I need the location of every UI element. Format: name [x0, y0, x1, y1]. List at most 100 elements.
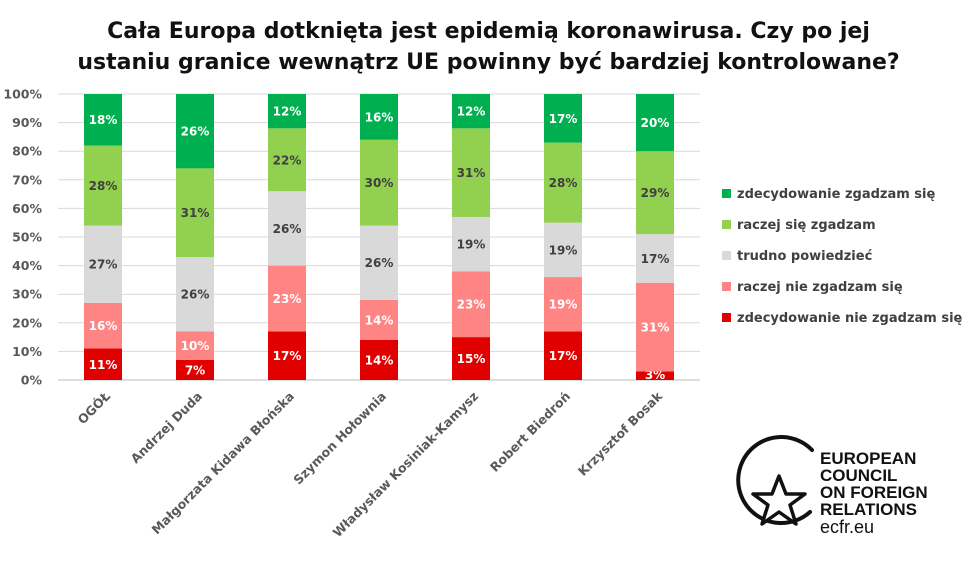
bar-segment: [268, 128, 306, 192]
bar-stack: 7% 10% 26% 31% 26%: [176, 94, 214, 380]
data-label: 12%: [457, 105, 486, 119]
bar-segment: [268, 331, 306, 380]
data-label: 14%: [365, 313, 394, 327]
data-label: 14%: [365, 353, 394, 367]
y-tick-label: 80%: [12, 144, 42, 159]
legend-label: zdecydowanie zgadzam się: [737, 187, 935, 202]
bar-segment: [544, 94, 582, 143]
bar-segment: [84, 225, 122, 303]
x-tick-label: Małgorzata Kidawa Błońska: [148, 389, 297, 538]
legend: zdecydowanie zgadzam się raczej się zgadz…: [722, 187, 963, 326]
data-label: 7%: [185, 363, 205, 377]
data-label: 17%: [273, 349, 302, 363]
y-tick-label: 100%: [3, 87, 42, 102]
bar-stack: 17% 23% 26% 22% 12%: [268, 94, 306, 380]
y-tick-label: 10%: [12, 344, 42, 359]
x-tick-label: OGÓŁ: [75, 389, 114, 428]
bar-segment: [176, 168, 214, 258]
bar-segment: [452, 94, 490, 129]
bar-segment: [84, 94, 122, 146]
data-label: 22%: [273, 153, 302, 167]
bar-segment: [268, 191, 306, 266]
chart-title-line-2: ustaniu granice wewnątrz UE powinny być …: [77, 50, 900, 75]
bar-segment: [360, 139, 398, 226]
legend-swatch: [722, 220, 731, 229]
data-label: 15%: [457, 352, 486, 366]
data-label: 12%: [273, 105, 302, 119]
data-label: 17%: [549, 349, 578, 363]
bar-segment: [452, 216, 490, 272]
data-label: 28%: [549, 176, 578, 190]
bar-segment: [636, 234, 674, 283]
x-tick-label: Szymon Hołownia: [290, 389, 389, 488]
bar-stack: 17% 19% 19% 28% 17%: [544, 94, 582, 380]
bars: 11% 16% 27% 28% 18% 7% 10% 26% 31% 26% 17% 23% 26% 22…: [84, 94, 674, 382]
bar-segment: [268, 265, 306, 332]
legend-item: zdecydowanie nie zgadzam się: [722, 311, 963, 326]
x-tick-label: Andrzej Duda: [128, 389, 206, 467]
y-tick-label: 0%: [21, 373, 43, 388]
bar-stack: 3% 31% 17% 29% 20%: [636, 94, 674, 382]
bar-stack: 11% 16% 27% 28% 18%: [84, 94, 122, 380]
bar-segment: [544, 222, 582, 278]
bar-segment: [636, 371, 674, 380]
bar-segment: [452, 271, 490, 338]
data-label: 23%: [457, 298, 486, 312]
bar-segment: [176, 257, 214, 332]
bar-segment: [452, 337, 490, 380]
x-tick-label: Robert Biedroń: [487, 389, 573, 475]
y-tick-label: 30%: [12, 287, 42, 302]
bar-segment: [84, 348, 122, 380]
data-label: 17%: [549, 112, 578, 126]
legend-item: raczej się zgadzam: [722, 218, 876, 233]
legend-swatch: [722, 251, 731, 260]
legend-item: zdecydowanie zgadzam się: [722, 187, 935, 202]
data-label: 23%: [273, 292, 302, 306]
data-label: 26%: [181, 125, 210, 139]
bar-segment: [360, 94, 398, 140]
y-tick-label: 60%: [12, 201, 42, 216]
bar-segment: [636, 94, 674, 152]
data-label: 16%: [365, 110, 394, 124]
data-label: 3%: [645, 368, 665, 382]
bar-stack: 14% 14% 26% 30% 16%: [360, 94, 398, 380]
bar-segment: [544, 142, 582, 223]
data-label: 30%: [365, 176, 394, 190]
y-axis-ticks: 0% 10% 20% 30% 40% 50% 60% 70% 80% 90% 100%: [3, 87, 42, 388]
legend-label: zdecydowanie nie zgadzam się: [737, 311, 963, 326]
data-label: 26%: [365, 256, 394, 270]
bar-segment: [452, 128, 490, 217]
data-label: 19%: [549, 298, 578, 312]
data-label: 31%: [181, 206, 210, 220]
legend-swatch: [722, 313, 731, 322]
data-label: 11%: [89, 358, 118, 372]
x-tick-label: Władysław Kosiniak-Kamysz: [330, 389, 482, 541]
bar-segment: [176, 359, 214, 380]
bar-segment: [268, 94, 306, 129]
bar-segment: [544, 277, 582, 332]
data-label: 31%: [457, 166, 486, 180]
legend-label: raczej się zgadzam: [737, 218, 876, 233]
data-label: 26%: [181, 288, 210, 302]
chart-title-line-1: Cała Europa dotknięta jest epidemią koro…: [107, 19, 870, 44]
bar-segment: [360, 339, 398, 380]
bar-segment: [636, 151, 674, 235]
data-label: 27%: [89, 258, 118, 272]
data-label: 16%: [89, 319, 118, 333]
legend-item: trudno powiedzieć: [722, 249, 873, 264]
data-label: 19%: [457, 238, 486, 252]
data-label: 10%: [181, 339, 210, 353]
chart-title: Cała Europa dotknięta jest epidemią koro…: [0, 16, 977, 78]
bar-segment: [360, 225, 398, 300]
bar-segment: [176, 331, 214, 360]
legend-swatch: [722, 189, 731, 198]
bar-segment: [84, 302, 122, 349]
data-label: 26%: [273, 222, 302, 236]
y-tick-label: 70%: [12, 172, 42, 187]
bar-segment: [544, 331, 582, 380]
bar-stack: 15% 23% 19% 31% 12%: [452, 94, 490, 380]
data-label: 31%: [641, 321, 670, 335]
legend-label: raczej nie zgadzam się: [737, 280, 903, 295]
